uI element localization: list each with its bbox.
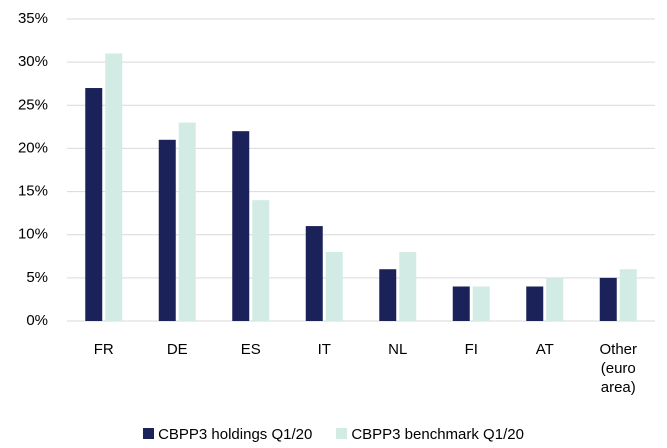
y-tick-label: 10% bbox=[18, 226, 48, 243]
bar bbox=[85, 88, 103, 322]
legend-label: CBPP3 benchmark Q1/20 bbox=[351, 426, 524, 443]
x-tick-label: Other (euro area) bbox=[599, 341, 637, 396]
y-tick-label: 30% bbox=[18, 53, 48, 70]
y-tick-label: 35% bbox=[18, 10, 48, 27]
bar bbox=[472, 286, 490, 321]
x-tick-label: NL bbox=[388, 341, 408, 358]
y-tick-label: 20% bbox=[18, 139, 48, 156]
legend-item: CBPP3 benchmark Q1/20 bbox=[336, 426, 524, 443]
x-tick-label: FR bbox=[93, 341, 114, 358]
bar bbox=[232, 131, 250, 321]
x-tick-label: IT bbox=[317, 341, 331, 358]
bar bbox=[178, 122, 196, 322]
legend-label: CBPP3 holdings Q1/20 bbox=[158, 426, 313, 443]
bar bbox=[599, 277, 617, 321]
bar bbox=[158, 139, 176, 321]
bar bbox=[305, 226, 323, 321]
bar bbox=[325, 251, 343, 321]
plot: 0% 5% 10% 15% 20% 25% 30% 35% bbox=[18, 10, 655, 329]
bar bbox=[252, 200, 270, 321]
legend-item: CBPP3 holdings Q1/20 bbox=[143, 426, 312, 443]
legend: CBPP3 holdings Q1/20 CBPP3 benchmark Q1/2… bbox=[0, 426, 667, 443]
legend-swatch bbox=[336, 428, 348, 439]
y-tick-label: 25% bbox=[18, 96, 48, 113]
y-tick-label: 5% bbox=[26, 269, 48, 286]
x-tick-label: FI bbox=[464, 341, 478, 358]
x-tick-label: ES bbox=[240, 341, 261, 358]
bar bbox=[526, 286, 544, 321]
bar bbox=[379, 269, 397, 321]
bar bbox=[399, 251, 417, 321]
legend-swatch bbox=[143, 428, 155, 439]
y-tick-label: 15% bbox=[18, 183, 48, 200]
y-tick-label: 0% bbox=[26, 312, 48, 329]
x-tick-label: AT bbox=[535, 341, 554, 358]
bar bbox=[546, 277, 564, 321]
bar bbox=[452, 286, 470, 321]
x-tick-label: DE bbox=[166, 341, 188, 358]
bar bbox=[105, 53, 123, 322]
bar bbox=[619, 269, 637, 321]
